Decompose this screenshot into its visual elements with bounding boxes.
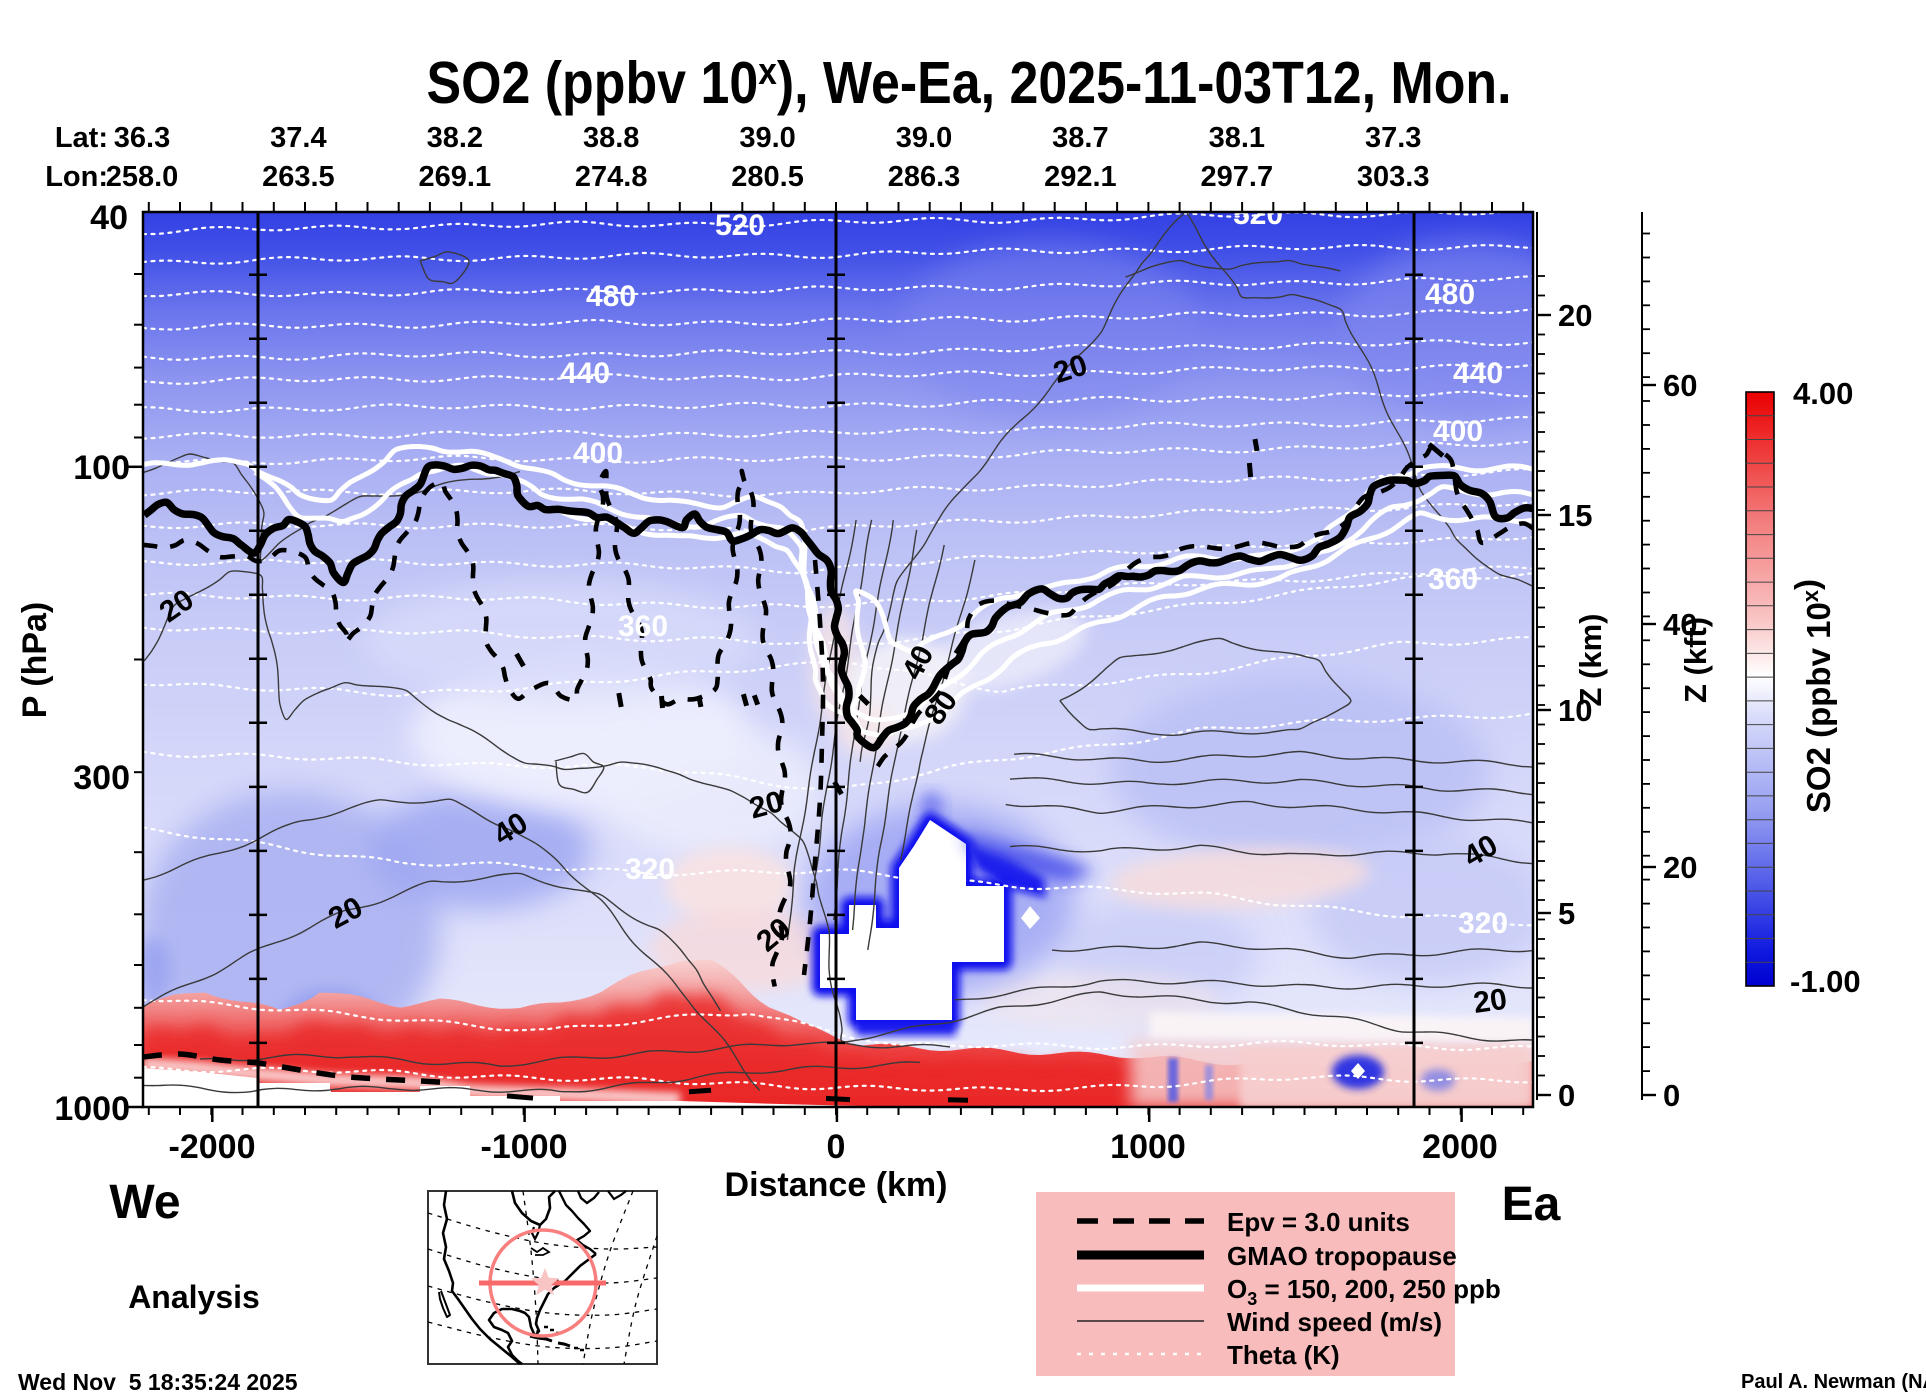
svg-text:320: 320 [625, 853, 675, 886]
svg-text:10: 10 [1558, 693, 1592, 728]
svg-text:39.0: 39.0 [896, 122, 952, 154]
svg-text:0: 0 [1558, 1078, 1575, 1113]
svg-text:360: 360 [618, 610, 668, 643]
svg-text:5: 5 [1558, 896, 1575, 931]
svg-text:20: 20 [1558, 298, 1592, 333]
svg-text:258.0: 258.0 [106, 161, 179, 193]
svg-text:400: 400 [1433, 415, 1483, 448]
svg-text:37.4: 37.4 [270, 122, 326, 154]
svg-text:38.8: 38.8 [583, 122, 639, 154]
svg-text:38.7: 38.7 [1052, 122, 1108, 154]
svg-text:We: We [109, 1176, 180, 1229]
svg-text:-1000: -1000 [481, 1128, 568, 1166]
svg-text:280.5: 280.5 [731, 161, 804, 193]
svg-text:480: 480 [586, 280, 636, 313]
svg-text:520: 520 [715, 209, 765, 242]
svg-text:Wind speed (m/s): Wind speed (m/s) [1227, 1307, 1442, 1337]
svg-text:15: 15 [1558, 498, 1592, 533]
svg-text:Paul A. Newman (NASA: Paul A. Newman (NASA [1741, 1371, 1926, 1393]
svg-text:60: 60 [1663, 368, 1697, 403]
svg-text:SO2 (ppbv 10x), We-Ea, 2025-11: SO2 (ppbv 10x), We-Ea, 2025-11-03T12, Mo… [426, 50, 1511, 116]
svg-text:440: 440 [560, 357, 610, 390]
svg-text:Analysis: Analysis [128, 1279, 260, 1315]
svg-text:GMAO tropopause: GMAO tropopause [1227, 1241, 1457, 1271]
svg-text:480: 480 [1425, 278, 1475, 311]
svg-text:4.00: 4.00 [1793, 376, 1853, 411]
svg-text:320: 320 [1458, 907, 1508, 940]
svg-text:37.3: 37.3 [1365, 122, 1421, 154]
svg-text:Z (kft): Z (kft) [1678, 617, 1713, 703]
svg-text:1000: 1000 [1110, 1128, 1186, 1166]
svg-text:39.0: 39.0 [739, 122, 795, 154]
svg-text:263.5: 263.5 [262, 161, 335, 193]
svg-text:Epv = 3.0 units: Epv = 3.0 units [1227, 1207, 1410, 1237]
svg-text:Lat:: Lat: [55, 122, 108, 154]
svg-text:303.3: 303.3 [1357, 161, 1430, 193]
svg-text:40: 40 [1663, 607, 1697, 642]
svg-text:-2000: -2000 [169, 1128, 256, 1166]
svg-text:0: 0 [827, 1128, 846, 1166]
svg-text:38.1: 38.1 [1209, 122, 1265, 154]
svg-text:292.1: 292.1 [1044, 161, 1117, 193]
svg-text:Wed Nov 5 18:35:24 2025: Wed Nov 5 18:35:24 2025 [18, 1369, 298, 1394]
svg-text:269.1: 269.1 [419, 161, 492, 193]
svg-text:360: 360 [1428, 563, 1478, 596]
svg-text:520: 520 [1233, 198, 1283, 231]
svg-text:20: 20 [1663, 850, 1697, 885]
svg-text:286.3: 286.3 [888, 161, 961, 193]
svg-text:38.2: 38.2 [427, 122, 483, 154]
svg-text:20: 20 [1471, 983, 1509, 1020]
svg-text:300: 300 [73, 759, 130, 797]
svg-text:Theta (K): Theta (K) [1227, 1340, 1340, 1370]
svg-text:Ea: Ea [1502, 1178, 1561, 1231]
svg-text:2000: 2000 [1422, 1128, 1498, 1166]
svg-text:100: 100 [73, 449, 130, 487]
svg-text:1000: 1000 [54, 1090, 130, 1128]
svg-text:Z (km): Z (km) [1573, 614, 1608, 707]
svg-text:-1.00: -1.00 [1790, 964, 1861, 999]
svg-text:P (hPa): P (hPa) [16, 602, 54, 719]
svg-text:0: 0 [1663, 1078, 1680, 1113]
svg-text:400: 400 [573, 437, 623, 470]
svg-text:O3 = 150, 200, 250 ppb: O3 = 150, 200, 250 ppb [1227, 1274, 1501, 1309]
svg-text:40: 40 [90, 199, 128, 237]
svg-text:SO2 (ppbv 10x): SO2 (ppbv 10x) [1788, 579, 1837, 813]
svg-text:Distance (km): Distance (km) [725, 1166, 948, 1204]
svg-text:440: 440 [1453, 357, 1503, 390]
svg-text:Lon:: Lon: [45, 161, 108, 193]
svg-text:297.7: 297.7 [1201, 161, 1274, 193]
svg-text:274.8: 274.8 [575, 161, 648, 193]
svg-text:36.3: 36.3 [114, 122, 170, 154]
